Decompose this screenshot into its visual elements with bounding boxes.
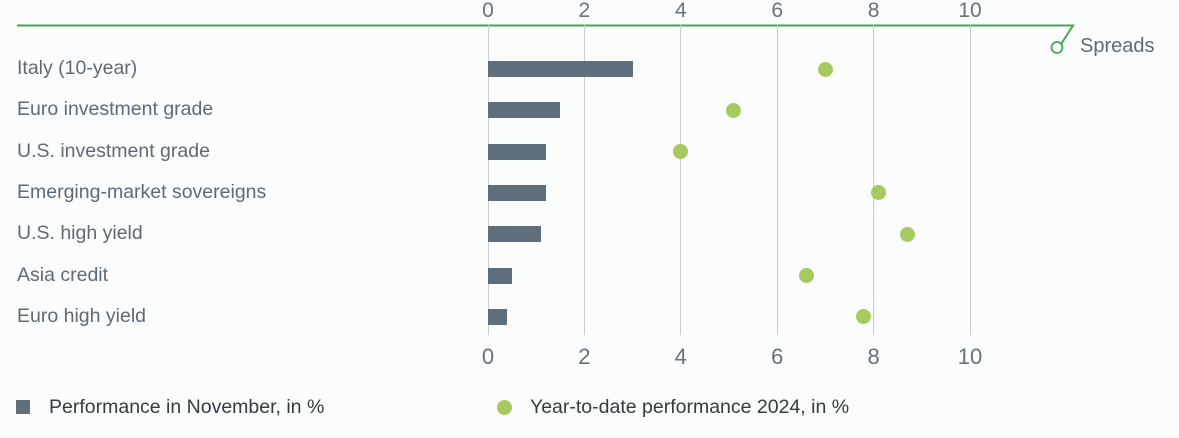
spreads-axis-label: Spreads [1080,35,1155,57]
november-performance-bar [488,102,561,119]
top-tick-label: 10 [958,0,982,22]
legend-label-november: Performance in November, in % [49,395,325,418]
top-tick-label: 8 [867,0,880,22]
gridline [680,25,682,335]
november-performance-bar [488,226,542,243]
ytd-performance-dot [673,144,689,160]
dot-swatch-icon [497,399,512,415]
top-tick-label: 6 [771,0,784,22]
november-performance-bar [488,308,508,325]
ytd-performance-dot [899,226,915,242]
top-tick-label: 0 [482,0,494,22]
november-performance-bar [488,61,633,77]
gridline [969,25,971,335]
legend-item-ytd: Year-to-date performance 2024, in % [497,394,849,420]
bottom-tick-label: 6 [771,344,784,369]
bottom-tick-label: 8 [867,344,880,369]
category-label: Emerging-market sovereigns [17,180,267,203]
bar-swatch-icon [16,400,30,414]
gridline [487,25,489,335]
gridline [776,25,778,335]
top-tick-label: 2 [578,0,591,22]
legend-item-november: Performance in November, in % [16,394,324,420]
top-tick-label: 4 [674,0,687,22]
bottom-tick-label: 4 [674,344,687,369]
bottom-tick-label: 2 [578,344,591,369]
category-label: U.S. high yield [17,222,143,245]
category-label: Euro investment grade [17,98,214,121]
category-label: Euro high yield [17,304,146,327]
legend-label-ytd: Year-to-date performance 2024, in % [530,395,850,418]
ytd-performance-dot [870,185,886,201]
ytd-performance-dot [856,309,872,325]
gridline [873,25,875,335]
category-label: U.S. investment grade [17,139,210,162]
ytd-performance-dot [817,61,833,77]
november-performance-bar [488,267,513,284]
gridline [583,25,585,335]
category-label: Italy (10-year) [17,57,138,79]
ytd-performance-dot [798,268,814,283]
bottom-tick-label: 10 [957,344,983,369]
november-performance-bar [488,184,546,201]
bottom-tick-label: 0 [481,344,495,369]
axis-line-path [17,24,1075,45]
legend: Performance in November, in % Year-to-da… [0,394,1179,424]
category-label: Asia credit [17,263,109,286]
spreads-callout-circle-icon [1050,41,1064,54]
ytd-performance-dot [726,102,742,118]
november-performance-bar [488,143,546,160]
